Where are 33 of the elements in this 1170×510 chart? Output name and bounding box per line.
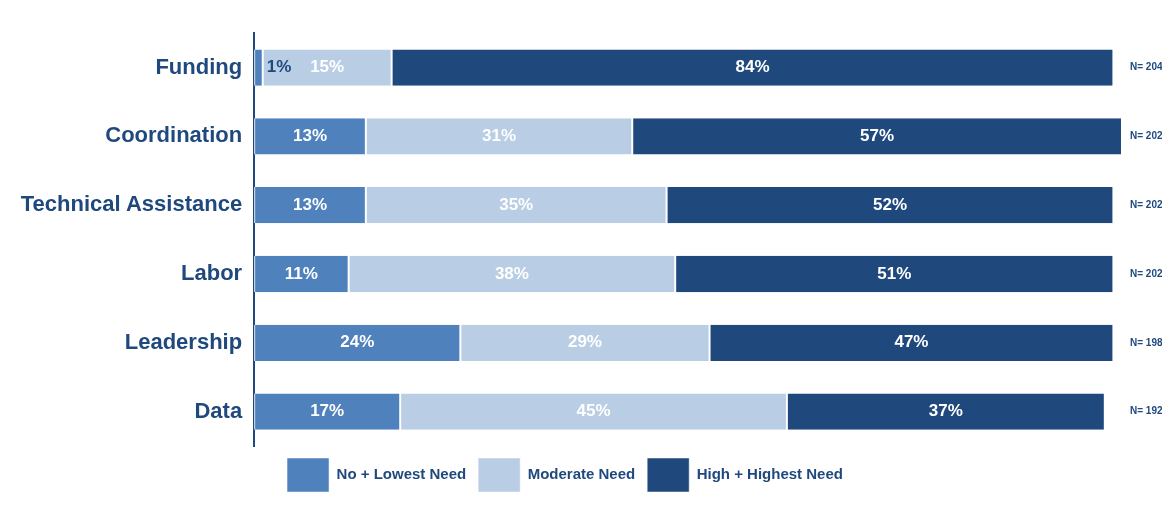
data-label: 15% (310, 57, 345, 77)
data-label: 52% (872, 194, 908, 214)
data-label: 47% (894, 332, 929, 352)
y-tick-label: Funding (155, 53, 243, 79)
data-label: 37% (928, 401, 963, 421)
text: N= 202 (1130, 267, 1163, 279)
text: N= 198 (1130, 336, 1163, 348)
data-label: 57% (860, 126, 895, 146)
text: N= 192 (1130, 405, 1163, 417)
y-tick-label: Labor (181, 260, 243, 286)
legend-label: No + Lowest Need (336, 465, 467, 483)
text: N= 202 (1130, 130, 1163, 142)
data-label: 24% (340, 332, 375, 352)
legend-label: Moderate Need (527, 465, 636, 483)
data-label: 45% (576, 401, 611, 421)
data-label: 13% (292, 194, 328, 214)
data-label: 1% (266, 57, 292, 77)
text: N= 204 (1130, 61, 1163, 73)
y-tick-label: Leadership (124, 328, 243, 354)
data-label: 13% (292, 126, 328, 146)
legend-label: High + Highest Need (696, 465, 843, 483)
data-label: 31% (482, 126, 517, 146)
data-label: 11% (284, 263, 318, 283)
data-label: 35% (499, 194, 534, 214)
text: N= 202 (1130, 198, 1163, 210)
data-label: 38% (494, 263, 529, 283)
data-label: 51% (877, 263, 912, 283)
y-tick-label: Coordination (105, 122, 243, 148)
data-label: 17% (310, 401, 345, 421)
y-tick-label: Technical Assistance (20, 191, 243, 217)
y-tick-label: Data (194, 397, 243, 423)
data-label: 29% (567, 332, 602, 352)
data-label: 84% (735, 57, 770, 77)
